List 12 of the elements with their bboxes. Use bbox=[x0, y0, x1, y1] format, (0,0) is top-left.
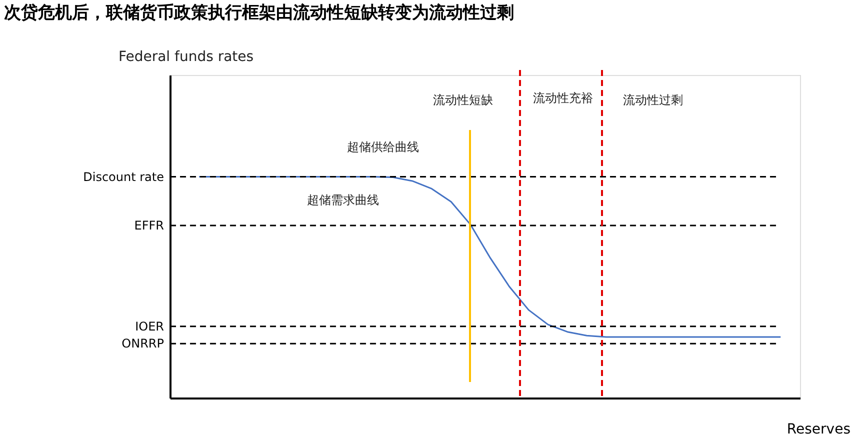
text: 流动性过剩 bbox=[623, 93, 683, 107]
ref-line-label: ONRRP bbox=[122, 336, 164, 351]
text: 流动性充裕 bbox=[533, 91, 593, 105]
annotation: 超储需求曲线 bbox=[307, 193, 379, 207]
text: 流动性短缺 bbox=[433, 93, 493, 107]
text: Federal funds rates bbox=[118, 49, 254, 65]
ref-line-label: EFFR bbox=[134, 218, 164, 232]
ref-line-label: IOER bbox=[135, 319, 164, 334]
ref-line-label: Discount rate bbox=[83, 170, 164, 184]
x-axis-title: Reserves bbox=[786, 422, 850, 438]
chart-title: 次贷危机后，联储货币政策执行框架由流动性短缺转变为流动性过剩 bbox=[4, 3, 514, 23]
text: 超储供给曲线 bbox=[347, 140, 419, 154]
